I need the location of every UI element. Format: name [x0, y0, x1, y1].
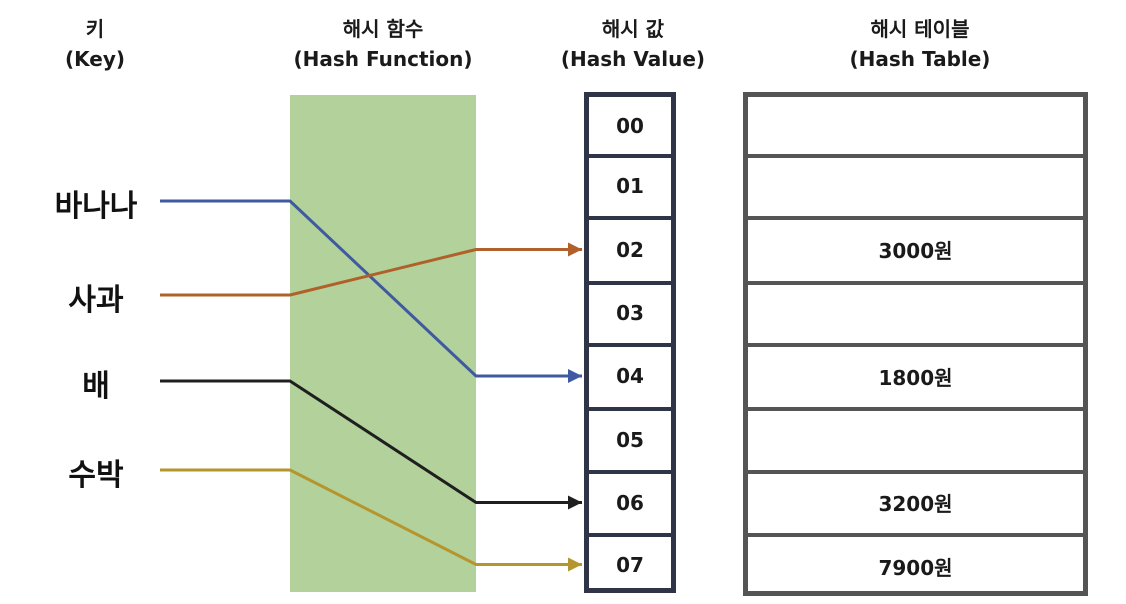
hash-table-header-title: 해시 테이블	[870, 17, 970, 41]
hash-table-divider	[748, 216, 1083, 220]
hash-value-divider	[589, 216, 671, 220]
hash-value-divider	[589, 281, 671, 285]
hash-table-divider	[748, 533, 1083, 537]
hash-value-header-title: 해시 값	[601, 17, 665, 41]
hash-value-cell: 07	[616, 552, 644, 577]
hash-value-divider	[589, 407, 671, 411]
hash-table-cell: 7900원	[878, 555, 953, 580]
hash-table-divider	[748, 154, 1083, 158]
key-header-subtitle: (Key)	[64, 47, 126, 71]
mapping-arrow	[160, 468, 582, 572]
hash-value-divider	[589, 470, 671, 474]
hash-table-header-subtitle: (Hash Table)	[849, 47, 991, 71]
key-label: 수박	[68, 458, 124, 493]
key-column-header: 키 (Key)	[40, 14, 150, 74]
hash-value-cell: 03	[616, 301, 644, 325]
hash-value-column: 00 01 02 03 04 05 06 07	[584, 92, 676, 593]
hash-value-cell: 06	[616, 490, 644, 515]
hash-function-header-title: 해시 함수	[342, 17, 424, 41]
hash-value-column-header: 해시 값 (Hash Value)	[548, 14, 718, 74]
hash-value-divider	[589, 154, 671, 158]
mapping-arrow	[160, 379, 582, 510]
hash-function-box	[290, 95, 476, 592]
hash-function-header-subtitle: (Hash Function)	[293, 47, 473, 71]
hash-table-divider	[748, 343, 1083, 347]
hash-value-header-subtitle: (Hash Value)	[560, 47, 706, 71]
hash-table-divider	[748, 281, 1083, 285]
key-header-title: 키	[85, 17, 105, 41]
key-label: 사과	[68, 283, 124, 318]
hash-table-column-header: 해시 테이블 (Hash Table)	[770, 14, 1070, 74]
hash-table-divider	[748, 407, 1083, 411]
hash-function-column-header: 해시 함수 (Hash Function)	[268, 14, 498, 74]
hash-value-cell: 04	[616, 364, 644, 388]
key-label: 배	[82, 369, 110, 404]
mapping-arrow	[160, 199, 582, 383]
hash-table-cell: 1800원	[878, 365, 953, 390]
hash-table-cell: 3000원	[878, 239, 953, 263]
hash-value-cell: 00	[616, 113, 644, 138]
hash-table-column: 3000원 1800원 3200원 7900원	[743, 92, 1088, 596]
mapping-arrow	[160, 242, 582, 297]
key-label: 바나나	[54, 189, 138, 224]
hash-value-divider	[589, 343, 671, 347]
hash-value-cell: 01	[616, 174, 644, 198]
hash-table-cell: 3200원	[878, 492, 953, 516]
hash-value-cell: 05	[616, 427, 644, 452]
hash-value-divider	[589, 533, 671, 537]
hash-table-divider	[748, 470, 1083, 474]
hash-value-cell: 02	[616, 237, 644, 262]
